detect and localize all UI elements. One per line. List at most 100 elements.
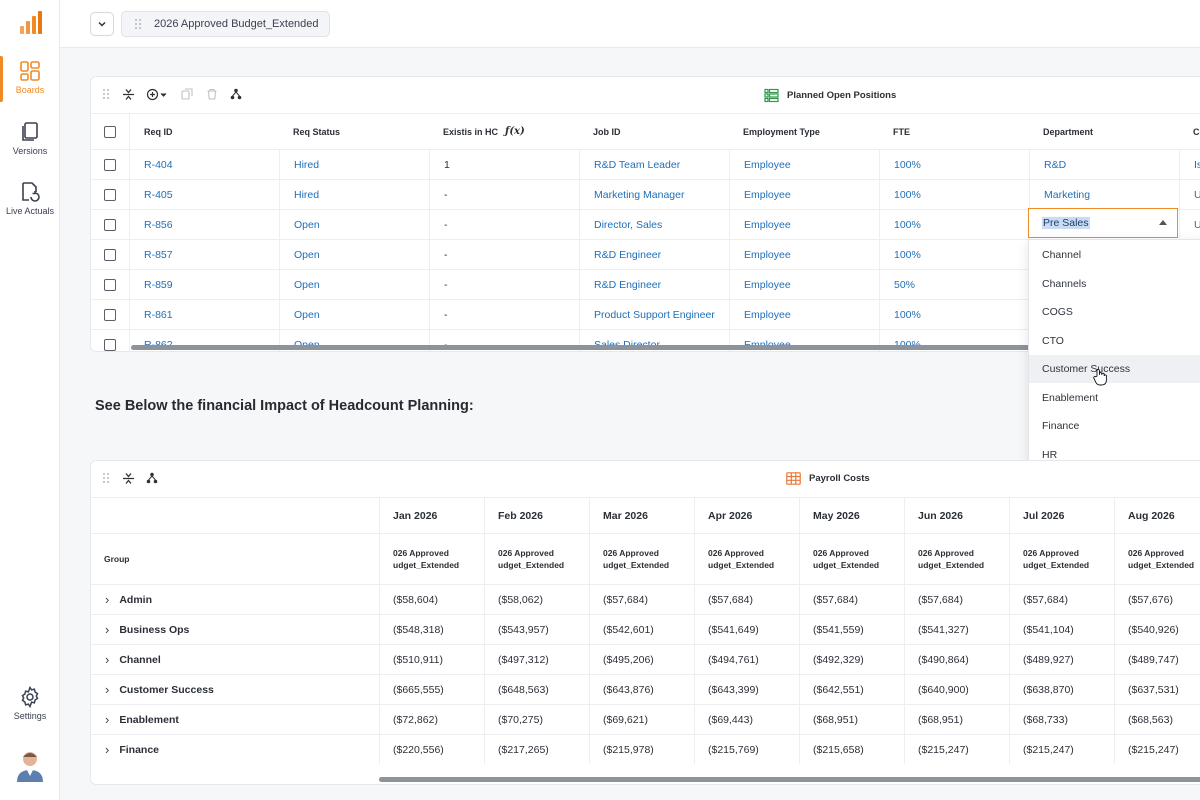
department-select-value[interactable]: Pre Sales — [1042, 217, 1090, 229]
month-header[interactable]: Jan 2026 — [379, 498, 484, 533]
value-cell[interactable]: ($68,951) — [799, 705, 904, 734]
table-cell[interactable]: Employee — [729, 180, 879, 209]
collapse-arrows-icon[interactable] — [122, 472, 135, 485]
chevron-right-icon[interactable]: › — [105, 592, 110, 607]
row-checkbox[interactable] — [104, 278, 116, 291]
dropdown-option[interactable]: Channel — [1042, 249, 1082, 261]
table-cell[interactable]: U — [1179, 180, 1200, 209]
value-cell[interactable]: ($68,733) — [1009, 705, 1114, 734]
table-cell[interactable]: 50% — [879, 270, 1029, 299]
row-checkbox[interactable] — [104, 338, 116, 351]
value-cell[interactable]: ($541,104) — [1009, 615, 1114, 644]
value-cell[interactable]: ($58,604) — [379, 585, 484, 614]
table-cell[interactable]: 100% — [879, 210, 1029, 239]
table-cell[interactable]: Marketing Manager — [579, 180, 729, 209]
add-row-icon[interactable] — [146, 88, 168, 101]
select-all-checkbox[interactable] — [104, 125, 116, 138]
value-cell[interactable]: ($57,684) — [904, 585, 1009, 614]
value-cell[interactable]: ($490,864) — [904, 645, 1009, 674]
chevron-right-icon[interactable]: › — [105, 622, 110, 637]
column-header[interactable]: Department — [1043, 126, 1094, 137]
table-cell[interactable]: 100% — [879, 300, 1029, 329]
table-cell[interactable]: R-861 — [129, 300, 279, 329]
table-cell[interactable]: Product Support Engineer — [579, 300, 729, 329]
table-cell[interactable]: Employee — [729, 270, 879, 299]
value-cell[interactable]: ($68,563) — [1114, 705, 1200, 734]
drag-handle-icon[interactable] — [134, 18, 142, 30]
horizontal-scrollbar[interactable] — [131, 345, 1071, 350]
table-cell[interactable]: - — [429, 300, 579, 329]
collapse-arrows-icon[interactable] — [122, 88, 135, 101]
value-cell[interactable]: ($68,951) — [904, 705, 1009, 734]
value-cell[interactable]: ($57,676) — [1114, 585, 1200, 614]
table-cell[interactable]: R&D Engineer — [579, 270, 729, 299]
table-cell[interactable]: 1 — [429, 150, 579, 179]
sidebar-item-boards[interactable]: Boards — [0, 56, 60, 102]
column-header[interactable]: Job ID — [593, 126, 621, 137]
value-cell[interactable]: ($489,927) — [1009, 645, 1114, 674]
value-cell[interactable]: ($57,684) — [799, 585, 904, 614]
table-cell[interactable]: 100% — [879, 240, 1029, 269]
value-cell[interactable]: ($72,862) — [379, 705, 484, 734]
column-header[interactable]: Req Status — [293, 126, 341, 137]
month-header[interactable]: Mar 2026 — [589, 498, 694, 533]
table-cell[interactable]: Is — [1179, 150, 1200, 179]
group-cell[interactable]: › Business Ops — [91, 615, 379, 644]
value-cell[interactable]: ($638,870) — [1009, 675, 1114, 704]
value-cell[interactable]: ($489,747) — [1114, 645, 1200, 674]
table-row[interactable]: › Customer Success ($665,555) ($648,563) ($6… — [91, 674, 1200, 704]
table-cell[interactable]: Open — [279, 270, 429, 299]
value-cell[interactable]: ($495,206) — [589, 645, 694, 674]
group-cell[interactable]: › Enablement — [91, 705, 379, 734]
row-checkbox[interactable] — [104, 188, 116, 201]
table-cell[interactable]: R&D — [1029, 150, 1179, 179]
group-cell[interactable]: › Channel — [91, 645, 379, 674]
table-cell[interactable]: Employee — [729, 210, 879, 239]
dropdown-option[interactable]: HR — [1042, 448, 1058, 461]
table-row[interactable]: R-859 Open - R&D Engineer Employee 50% — [91, 269, 1200, 299]
value-cell[interactable]: ($637,531) — [1114, 675, 1200, 704]
value-cell[interactable]: ($541,559) — [799, 615, 904, 644]
version-tab[interactable]: 2026 Approved Budget_Extended — [121, 11, 330, 37]
dropdown-option[interactable]: Channels — [1042, 277, 1087, 290]
value-cell[interactable]: ($643,876) — [589, 675, 694, 704]
group-cell[interactable]: › Customer Success — [91, 675, 379, 704]
table-cell[interactable]: Hired — [279, 180, 429, 209]
chevron-right-icon[interactable]: › — [105, 712, 110, 727]
row-checkbox[interactable] — [104, 308, 116, 321]
value-cell[interactable]: ($541,649) — [694, 615, 799, 644]
month-header[interactable]: Aug 2026 — [1114, 498, 1200, 533]
column-header[interactable]: Existis in HC ƒ(x) — [429, 114, 579, 149]
table-cell[interactable]: - — [429, 180, 579, 209]
row-checkbox[interactable] — [104, 218, 116, 231]
copy-icon[interactable] — [181, 88, 193, 100]
table-row[interactable]: R-404 Hired 1 R&D Team Leader Employee 100% R&… — [91, 149, 1200, 179]
sidebar-item-settings[interactable]: Settings — [0, 686, 60, 721]
group-cell[interactable]: › Admin — [91, 585, 379, 614]
dropdown-option[interactable]: COGS — [1042, 306, 1073, 318]
drag-handle-icon[interactable] — [102, 88, 110, 100]
table-cell[interactable]: R&D Engineer — [579, 240, 729, 269]
month-header[interactable]: Jul 2026 — [1009, 498, 1114, 533]
dropdown-option[interactable]: CTO — [1042, 334, 1064, 347]
table-cell[interactable]: 100% — [879, 180, 1029, 209]
hierarchy-icon[interactable] — [230, 88, 242, 100]
group-cell[interactable]: › Finance — [91, 735, 379, 764]
value-cell[interactable]: ($215,247) — [1009, 735, 1114, 764]
table-cell[interactable]: Open — [279, 240, 429, 269]
table-cell[interactable]: Marketing — [1029, 180, 1179, 209]
table-row[interactable]: › Admin ($58,604) ($58,062) ($57,684) ($57,68… — [91, 584, 1200, 614]
value-cell[interactable]: ($510,911) — [379, 645, 484, 674]
value-cell[interactable]: ($642,551) — [799, 675, 904, 704]
table-cell[interactable]: Employee — [729, 240, 879, 269]
hierarchy-icon[interactable] — [146, 472, 158, 484]
chevron-right-icon[interactable]: › — [105, 682, 110, 697]
month-header[interactable]: Apr 2026 — [694, 498, 799, 533]
table-cell[interactable]: Open — [279, 300, 429, 329]
column-header[interactable]: Employment Type — [743, 126, 820, 137]
app-logo-icon[interactable] — [18, 10, 44, 36]
value-cell[interactable]: ($57,684) — [589, 585, 694, 614]
value-cell[interactable]: ($548,318) — [379, 615, 484, 644]
value-cell[interactable]: ($542,601) — [589, 615, 694, 644]
table-cell[interactable]: Open — [279, 210, 429, 239]
